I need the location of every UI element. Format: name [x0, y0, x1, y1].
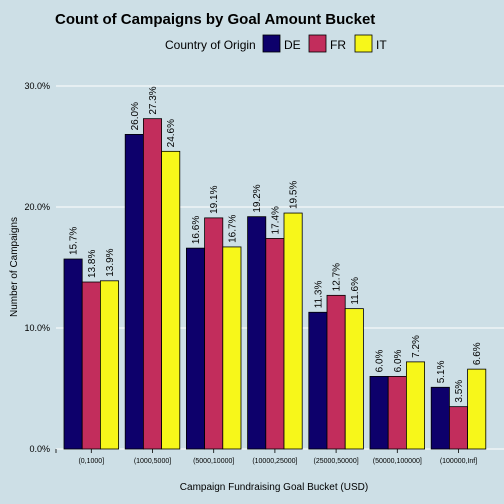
x-tick-label: (100000,Inf]: [440, 458, 477, 465]
bar: [387, 375, 407, 450]
data-label: 19.2%: [252, 184, 263, 212]
x-tick-label: (1000,5000]: [134, 458, 171, 465]
data-label: 16.7%: [227, 214, 238, 242]
y-tick-label: 20.0%: [24, 202, 50, 212]
bar: [161, 150, 181, 450]
legend-label: FR: [330, 38, 346, 52]
data-label: 6.6%: [472, 342, 483, 365]
bar: [63, 258, 83, 450]
x-tick-label: (10000,25000]: [252, 458, 297, 465]
data-label: 16.6%: [191, 216, 202, 244]
data-label: 13.8%: [87, 250, 98, 278]
bars: [63, 118, 487, 450]
bar: [222, 246, 242, 450]
legend-title: Country of Origin: [165, 38, 256, 52]
bar: [405, 361, 425, 450]
data-label: 26.0%: [130, 102, 141, 130]
data-label: 12.7%: [332, 263, 343, 291]
bar: [308, 311, 328, 450]
x-tick-label: (50000,100000]: [373, 458, 422, 465]
legend-swatch: [354, 34, 373, 53]
data-label: 6.0%: [393, 349, 404, 372]
x-tick-label: (25000,50000]: [314, 458, 359, 465]
y-tick-label: 0.0%: [29, 444, 50, 454]
chart-title: Count of Campaigns by Goal Amount Bucket: [55, 11, 375, 28]
bar: [124, 133, 144, 450]
x-tick-label: (5000,10000]: [193, 458, 234, 465]
data-label: 7.2%: [411, 335, 422, 358]
data-label: 13.9%: [105, 248, 116, 276]
data-label: 27.3%: [148, 86, 159, 114]
data-label: 17.4%: [270, 206, 281, 234]
data-label: 3.5%: [454, 380, 465, 403]
bar: [81, 281, 101, 450]
bar: [283, 212, 303, 450]
bar: [142, 118, 162, 450]
bar: [185, 247, 205, 450]
bar: [467, 368, 487, 450]
bar: [344, 308, 364, 450]
bar: [430, 386, 450, 450]
bar: [369, 375, 389, 450]
legend-label: IT: [376, 38, 387, 52]
data-label: 19.5%: [289, 181, 300, 209]
y-axis-title: Number of Campaigns: [9, 217, 20, 317]
y-tick-label: 10.0%: [24, 323, 50, 333]
bar: [326, 294, 346, 450]
data-label: 11.3%: [313, 281, 324, 309]
data-label: 5.1%: [436, 360, 447, 383]
legend-label: DE: [284, 38, 301, 52]
y-tick-label: 30.0%: [24, 81, 50, 91]
legend-swatch: [262, 34, 281, 53]
y-axis-ticks: 0.0% 10.0% 20.0% 30.0%: [24, 81, 50, 454]
legend: Country of Origin DE FR IT: [165, 34, 387, 53]
data-label: 11.6%: [350, 277, 361, 305]
bar: [265, 238, 285, 450]
bar: [247, 216, 267, 450]
data-label: 19.1%: [209, 185, 220, 213]
data-label: 6.0%: [375, 349, 386, 372]
x-axis-title: Campaign Fundraising Goal Bucket (USD): [180, 482, 368, 493]
bar: [448, 406, 468, 450]
bar: [204, 217, 224, 450]
x-axis-ticks: (0,1000] (1000,5000] (5000,10000] (10000,25…: [78, 449, 477, 465]
x-tick-label: (0,1000]: [78, 458, 104, 465]
legend-swatch: [308, 34, 327, 53]
data-label: 24.6%: [166, 119, 177, 147]
data-label: 15.7%: [69, 227, 80, 255]
data-labels: 15.7% 13.8% 13.9% 26.0% 27.3% 24.6% 16.6% 19.1%…: [69, 86, 484, 402]
bar: [100, 280, 120, 450]
